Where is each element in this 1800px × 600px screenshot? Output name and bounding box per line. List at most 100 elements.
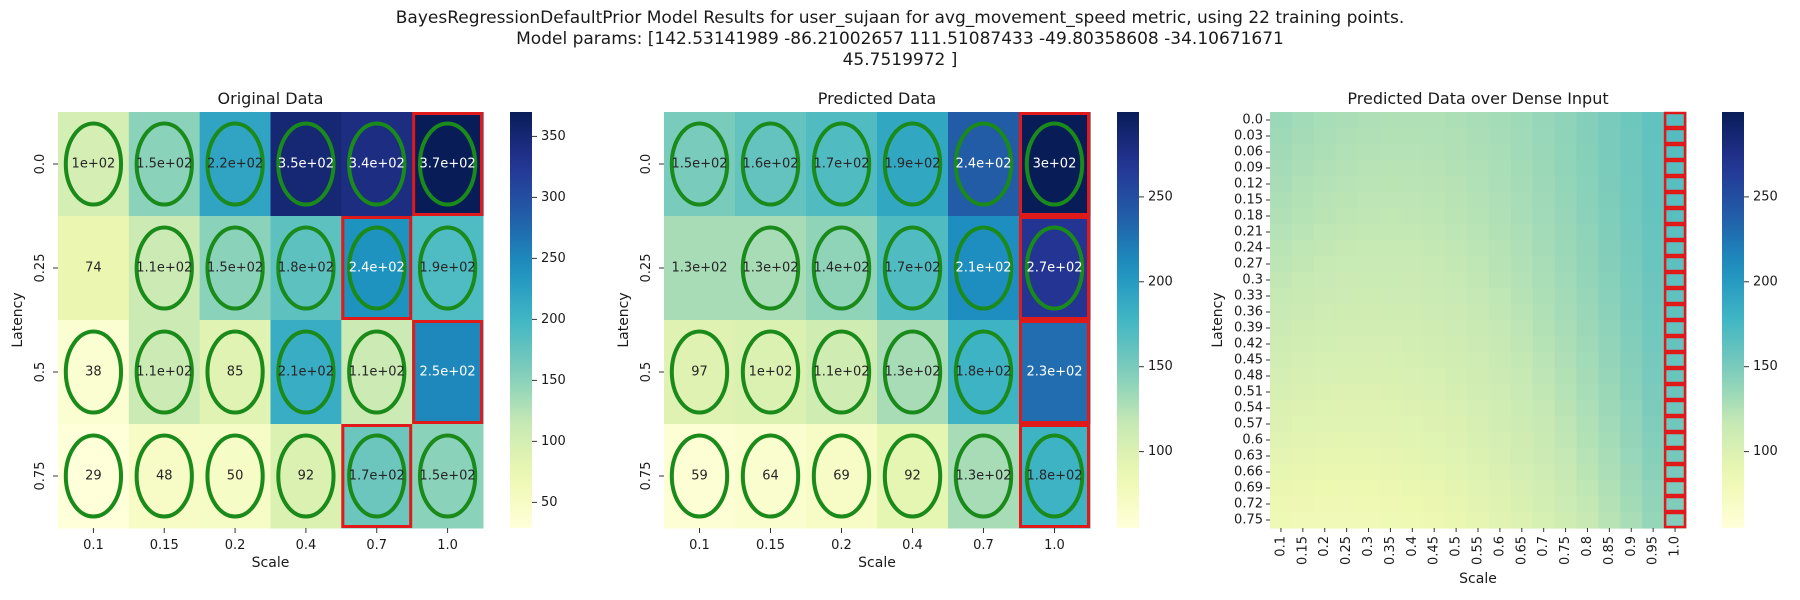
dense-heatmap-cell bbox=[1532, 384, 1556, 401]
colorbar-tick-label: 200 bbox=[541, 312, 566, 327]
dense-heatmap-cell bbox=[1379, 432, 1402, 449]
dense-heatmap-cell bbox=[1401, 112, 1424, 129]
cell-value-label: 1.1e+02 bbox=[136, 365, 192, 380]
x-axis-title: Scale bbox=[858, 555, 896, 571]
dense-heatmap-cell bbox=[1532, 256, 1556, 273]
dense-heatmap-cell bbox=[1488, 512, 1512, 529]
dense-heatmap-cell bbox=[1423, 240, 1446, 257]
dense-heatmap-cell bbox=[1467, 432, 1490, 449]
dense-heatmap-cell bbox=[1576, 304, 1600, 321]
dense-heatmap-cell bbox=[1291, 320, 1315, 337]
highlight-box bbox=[1663, 367, 1687, 385]
dense-heatmap-cell bbox=[1445, 496, 1468, 513]
heatmap-cell bbox=[199, 216, 271, 321]
training-point-ellipse bbox=[417, 433, 478, 519]
colorbar-tick-label: 150 bbox=[1753, 359, 1778, 374]
dense-heatmap-cell bbox=[1620, 480, 1643, 497]
dense-heatmap-cell bbox=[1554, 496, 1578, 513]
heatmap-cell bbox=[341, 424, 413, 529]
dense-heatmap-cell bbox=[1620, 144, 1643, 161]
dense-heatmap-cell bbox=[1467, 416, 1490, 433]
dense-heatmap-cell bbox=[1379, 496, 1402, 513]
highlight-box bbox=[1663, 143, 1687, 161]
y-tick-label: 0.6 bbox=[1242, 433, 1263, 448]
dense-heatmap-cell bbox=[1488, 416, 1512, 433]
dense-heatmap-cell bbox=[1445, 192, 1468, 209]
dense-heatmap-cell bbox=[1379, 464, 1402, 481]
dense-heatmap-cell bbox=[1357, 272, 1381, 289]
dense-heatmap-cell bbox=[1270, 112, 1293, 129]
dense-heatmap-cell bbox=[1532, 336, 1556, 353]
dense-heatmap-cell bbox=[1291, 352, 1315, 369]
dense-heatmap-cell bbox=[1488, 336, 1512, 353]
dense-heatmap-cell bbox=[1423, 112, 1446, 129]
y-tick-label: 0.06 bbox=[1234, 145, 1263, 160]
dense-heatmap-cell bbox=[1488, 480, 1512, 497]
dense-heatmap-cell bbox=[1270, 128, 1293, 145]
cell-value-label: 1.7e+02 bbox=[349, 469, 405, 484]
dense-heatmap-cell bbox=[1642, 512, 1665, 529]
dense-heatmap-cell bbox=[1510, 336, 1534, 353]
highlight-box bbox=[1663, 175, 1687, 193]
dense-heatmap-cell bbox=[1379, 304, 1402, 321]
dense-heatmap-cell bbox=[1554, 416, 1578, 433]
dense-heatmap-cell bbox=[1576, 112, 1600, 129]
dense-heatmap-cell bbox=[1379, 336, 1402, 353]
dense-heatmap-cell bbox=[1401, 256, 1424, 273]
colorbar-tick-label: 100 bbox=[1753, 444, 1778, 459]
dense-heatmap-cell bbox=[1357, 464, 1381, 481]
dense-heatmap-cell bbox=[1620, 256, 1643, 273]
dense-heatmap-cell bbox=[1291, 448, 1315, 465]
dense-heatmap-cell bbox=[1357, 240, 1381, 257]
dense-heatmap-cell bbox=[1313, 416, 1337, 433]
training-point-ellipse bbox=[882, 329, 943, 415]
dense-heatmap-cell bbox=[1664, 448, 1687, 465]
dense-heatmap-cell bbox=[1445, 256, 1468, 273]
dense-heatmap-cell bbox=[1598, 416, 1621, 433]
dense-heatmap-cell bbox=[1532, 208, 1556, 225]
dense-heatmap-cell bbox=[1401, 400, 1424, 417]
x-tick-label: 0.6 bbox=[1492, 536, 1507, 557]
x-tick-label: 0.95 bbox=[1646, 536, 1661, 565]
dense-heatmap-cell bbox=[1423, 288, 1446, 305]
heatmap-cell bbox=[948, 320, 1020, 425]
dense-heatmap-cell bbox=[1467, 384, 1490, 401]
dense-heatmap-cell bbox=[1401, 512, 1424, 529]
dense-heatmap-cell bbox=[1532, 464, 1556, 481]
dense-heatmap-cell bbox=[1642, 224, 1665, 241]
dense-heatmap-cell bbox=[1291, 368, 1315, 385]
dense-heatmap-cell bbox=[1379, 368, 1402, 385]
dense-heatmap-cell bbox=[1620, 400, 1643, 417]
dense-heatmap-cell bbox=[1335, 384, 1359, 401]
cell-value-label: 69 bbox=[833, 469, 850, 484]
training-point-ellipse bbox=[740, 329, 801, 415]
x-axis-title: Scale bbox=[1459, 571, 1497, 587]
training-point-ellipse bbox=[276, 433, 336, 519]
dense-heatmap-cell bbox=[1379, 192, 1402, 209]
dense-heatmap-cell bbox=[1270, 464, 1293, 481]
dense-heatmap-cell bbox=[1423, 384, 1446, 401]
cell-value-label: 1.3e+02 bbox=[884, 365, 940, 380]
training-point-ellipse bbox=[347, 329, 407, 415]
cell-value-label: 1e+02 bbox=[749, 365, 793, 380]
dense-heatmap-cell bbox=[1335, 496, 1359, 513]
dense-heatmap-cell bbox=[1423, 480, 1446, 497]
training-point-ellipse bbox=[740, 121, 801, 207]
dense-heatmap-cell bbox=[1335, 112, 1359, 129]
dense-heatmap-cell bbox=[1620, 288, 1643, 305]
dense-heatmap-cell bbox=[1445, 176, 1468, 193]
heatmap-cell bbox=[412, 320, 484, 425]
dense-heatmap-cell bbox=[1642, 368, 1665, 385]
dense-heatmap-cell bbox=[1379, 112, 1402, 129]
dense-heatmap-cell bbox=[1510, 128, 1534, 145]
dense-heatmap-cell bbox=[1313, 320, 1337, 337]
highlight-box bbox=[1663, 447, 1687, 465]
dense-heatmap-cell bbox=[1554, 144, 1578, 161]
dense-heatmap-cell bbox=[1488, 208, 1512, 225]
heatmap-cell bbox=[948, 216, 1020, 321]
dense-heatmap-cell bbox=[1270, 192, 1293, 209]
panel-title: Predicted Data over Dense Input bbox=[1347, 89, 1608, 108]
dense-heatmap-cell bbox=[1313, 304, 1337, 321]
dense-heatmap-cell bbox=[1576, 288, 1600, 305]
cell-value-label: 92 bbox=[298, 469, 315, 484]
